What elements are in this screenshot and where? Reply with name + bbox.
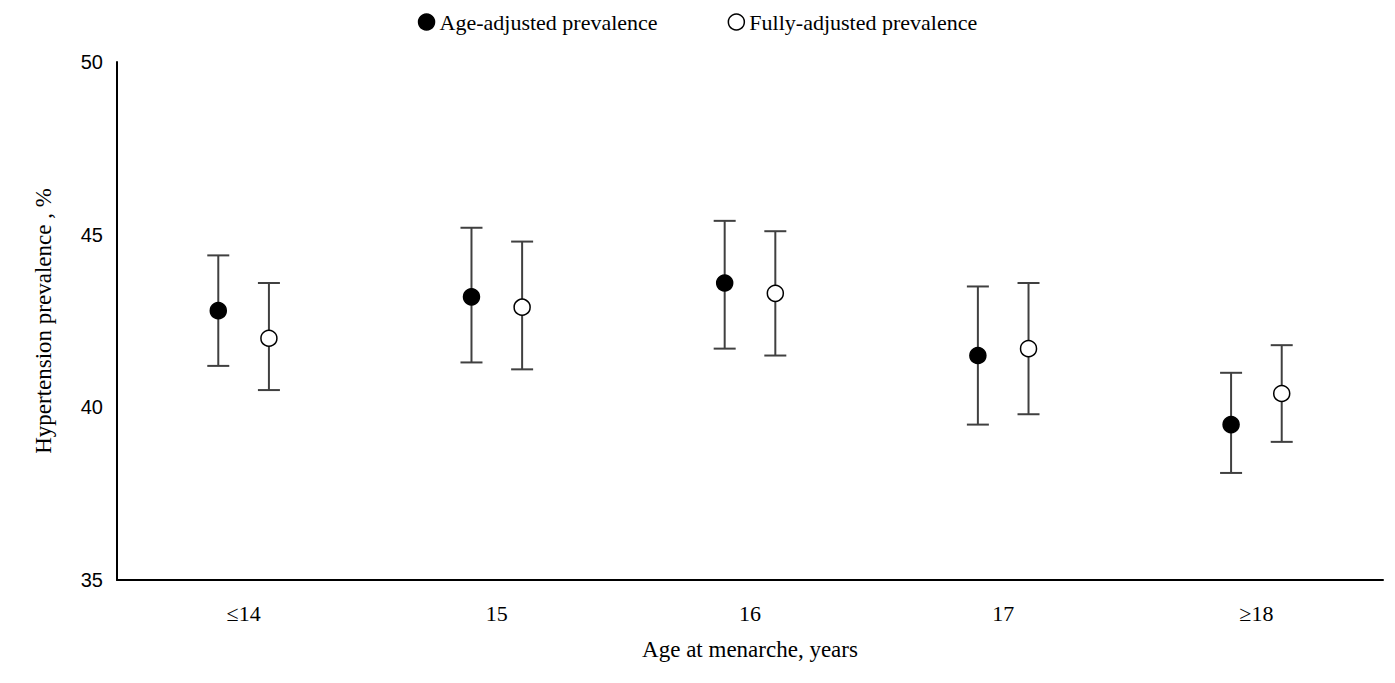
svg-text:16: 16 <box>739 601 761 626</box>
svg-text:≥18: ≥18 <box>1239 601 1273 626</box>
svg-text:≤14: ≤14 <box>227 601 261 626</box>
svg-text:Age at menarche, years: Age at menarche, years <box>642 637 858 662</box>
svg-text:50: 50 <box>81 51 103 73</box>
svg-text:45: 45 <box>81 224 103 246</box>
svg-text:15: 15 <box>486 601 508 626</box>
svg-text:17: 17 <box>992 601 1014 626</box>
svg-text:40: 40 <box>81 396 103 418</box>
svg-text:Fully-adjusted prevalence: Fully-adjusted prevalence <box>749 10 977 35</box>
svg-text:35: 35 <box>81 569 103 591</box>
svg-text:Hypertension prevalence , %: Hypertension prevalence , % <box>31 188 56 454</box>
svg-text:Age-adjusted prevalence: Age-adjusted prevalence <box>440 10 658 35</box>
